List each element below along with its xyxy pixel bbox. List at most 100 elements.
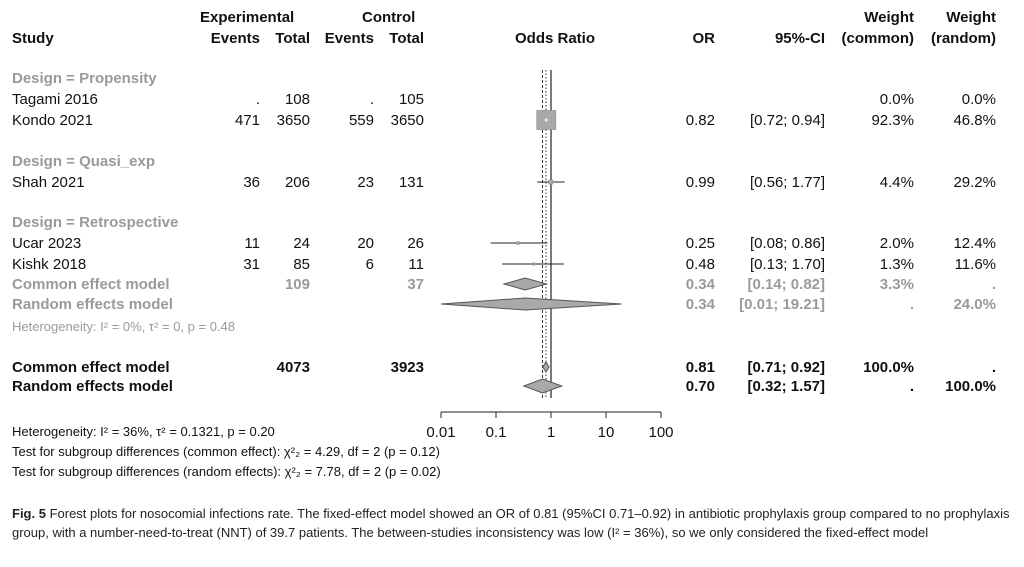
subgroup-common-exp-total: 109 — [284, 276, 310, 293]
ctrl-events: 20 — [357, 235, 374, 252]
weight-random: 0.0% — [961, 91, 996, 108]
weight-common: 0.0% — [879, 91, 914, 108]
subgroup-common-or: 0.34 — [685, 276, 715, 293]
overall-common-ctrl-total: 3923 — [390, 359, 424, 376]
exp-total: 108 — [284, 91, 310, 108]
weight-common: 4.4% — [879, 174, 914, 191]
header-weight-common-sub: (common) — [841, 30, 915, 47]
weight-common: 1.3% — [879, 256, 914, 273]
header-odds-ratio: Odds Ratio — [514, 30, 595, 47]
overall-common-ci: [0.71; 0.92] — [747, 359, 825, 376]
subgroup-random-or: 0.34 — [685, 296, 715, 313]
weight-common: 2.0% — [879, 235, 914, 252]
exp-events: 36 — [243, 174, 260, 191]
ctrl-total: 105 — [398, 91, 424, 108]
group-label-retrospective: Design = Retrospective — [12, 214, 179, 231]
study-name: Ucar 2023 — [12, 235, 82, 252]
summary-diamond — [542, 361, 550, 373]
overall-random-weight-random: 100.0% — [945, 378, 996, 395]
exp-total: 3650 — [276, 112, 310, 129]
ctrl-total: 26 — [407, 235, 424, 252]
header-ci: 95%-CI — [774, 30, 825, 47]
header-or: OR — [692, 30, 716, 47]
forest-plot: 0.01 0.1 1 10 100 — [426, 70, 674, 441]
header-weight-common: Weight — [864, 9, 914, 26]
header-ctrl-events: Events — [324, 30, 374, 47]
overall-random-weight-common: . — [909, 378, 914, 395]
subgroup-common-label: Common effect model — [12, 276, 170, 293]
summary-diamond — [522, 378, 564, 394]
x-tick-label: 0.1 — [486, 424, 507, 441]
overall-random-ci: [0.32; 1.57] — [747, 378, 825, 395]
group-label-quasi-exp: Design = Quasi_exp — [12, 153, 155, 170]
study-name: Shah 2021 — [12, 174, 85, 191]
or-value: 0.48 — [685, 256, 715, 273]
overall-common-label: Common effect model — [12, 359, 170, 376]
ci-value: [0.72; 0.94] — [749, 112, 825, 129]
subgroup-random-ci: [0.01; 19.21] — [739, 296, 825, 313]
subgroup-random-label: Random effects model — [12, 296, 173, 313]
subgroup-random-weight-random: 24.0% — [953, 296, 996, 313]
weight-common: 92.3% — [871, 112, 914, 129]
overall-random-label: Random effects model — [12, 378, 173, 395]
x-tick-label: 100 — [648, 424, 673, 441]
summary-diamond — [440, 297, 622, 311]
exp-total: 206 — [284, 174, 310, 191]
x-tick-label: 0.01 — [426, 424, 455, 441]
weight-random: 46.8% — [953, 112, 996, 129]
exp-events: . — [255, 91, 260, 108]
ctrl-events: 6 — [365, 256, 374, 273]
footer-test-common: Test for subgroup differences (common ef… — [12, 444, 440, 459]
overall-common-exp-total: 4073 — [276, 359, 310, 376]
overall-random-or: 0.70 — [685, 378, 715, 395]
figure-caption: Fig. 5 Forest plots for nosocomial infec… — [12, 504, 1012, 542]
summary-diamond — [502, 277, 549, 291]
header-weight-random-sub: (random) — [931, 30, 996, 47]
caption-text: Forest plots for nosocomial infections r… — [12, 506, 1010, 540]
or-value: 0.82 — [685, 112, 715, 129]
group-label-propensity: Design = Propensity — [12, 70, 157, 87]
overall-common-weight-common: 100.0% — [863, 359, 914, 376]
subgroup-common-weight-random: . — [991, 276, 996, 293]
header-ctrl-total: Total — [389, 30, 424, 47]
subgroup-common-weight-common: 3.3% — [879, 276, 914, 293]
study-name: Kishk 2018 — [12, 256, 87, 273]
overall-common-weight-random: . — [991, 359, 996, 376]
header-study: Study — [12, 30, 54, 47]
ci-value: [0.56; 1.77] — [749, 174, 825, 191]
header-weight-random: Weight — [946, 9, 996, 26]
ctrl-events: . — [369, 91, 374, 108]
ctrl-events: 559 — [348, 112, 374, 129]
overall-common-or: 0.81 — [685, 359, 715, 376]
exp-total: 24 — [293, 235, 310, 252]
header-experimental: Experimental — [200, 9, 295, 26]
x-tick-label: 10 — [598, 424, 615, 441]
weight-random: 12.4% — [953, 235, 996, 252]
header-exp-events: Events — [210, 30, 260, 47]
study-name: Tagami 2016 — [12, 91, 98, 108]
exp-total: 85 — [293, 256, 310, 273]
study-name: Kondo 2021 — [12, 112, 93, 129]
footer-test-random: Test for subgroup differences (random ef… — [12, 464, 441, 479]
caption-lead: Fig. 5 — [12, 506, 46, 521]
or-value: 0.25 — [685, 235, 715, 252]
subgroup-heterogeneity: Heterogeneity: I² = 0%, τ² = 0, p = 0.48 — [12, 319, 236, 334]
exp-events: 471 — [234, 112, 260, 129]
ci-value: [0.08; 0.86] — [749, 235, 825, 252]
header-control: Control — [362, 9, 416, 26]
exp-events: 11 — [244, 235, 260, 252]
header-exp-total: Total — [275, 30, 310, 47]
study-square — [532, 262, 535, 266]
exp-events: 31 — [243, 256, 260, 273]
subgroup-common-ctrl-total: 37 — [407, 276, 424, 293]
footer-heterogeneity: Heterogeneity: I² = 36%, τ² = 0.1321, p … — [12, 424, 275, 439]
or-value: 0.99 — [685, 174, 715, 191]
ci-value: [0.13; 1.70] — [749, 256, 825, 273]
weight-random: 29.2% — [953, 174, 996, 191]
subgroup-common-ci: [0.14; 0.82] — [747, 276, 825, 293]
study-square — [516, 241, 520, 245]
ctrl-total: 131 — [398, 174, 424, 191]
x-tick-label: 1 — [547, 424, 555, 441]
study-square — [548, 179, 554, 185]
weight-random: 11.6% — [954, 256, 996, 273]
